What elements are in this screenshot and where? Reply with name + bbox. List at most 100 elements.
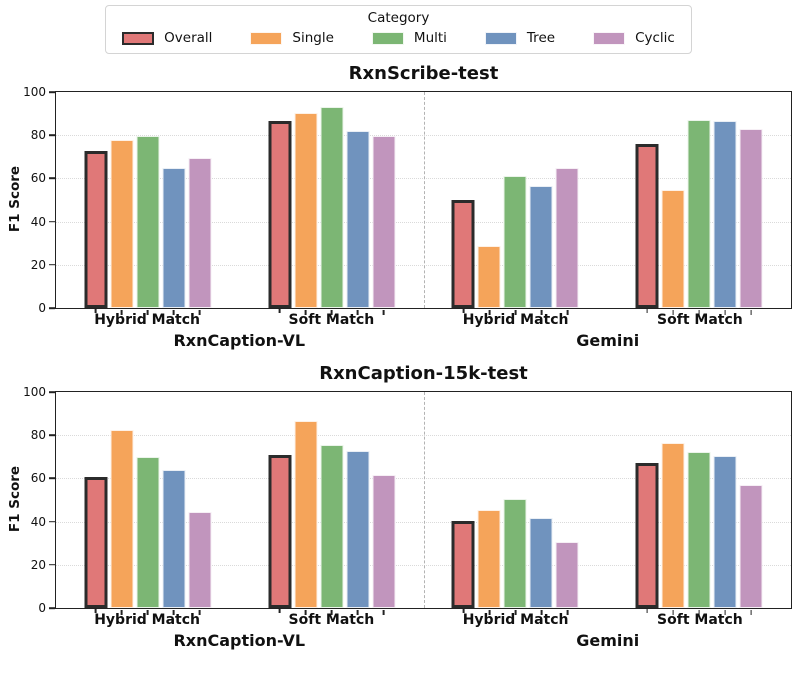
y-tick-mark-80 [49, 134, 55, 136]
x-tick-mark [356, 310, 359, 315]
model-label-rxncaption-vl: RxnCaption-VL [173, 331, 306, 350]
legend-swatch-cyclic [593, 31, 626, 45]
bar-overall [635, 463, 659, 613]
x-tick-mark [698, 310, 701, 315]
y-tick-label-60: 60 [30, 171, 46, 186]
bar-cyclic [739, 484, 763, 615]
y-tick-label-60: 60 [30, 471, 46, 486]
x-tick-mark [120, 310, 123, 315]
bar-overall [84, 151, 108, 313]
x-tick-mark [672, 310, 675, 315]
x-tick-labels: Hybrid Match Soft Match Hybrid Match Soft M… [55, 309, 792, 330]
y-tick-label-80: 80 [30, 128, 46, 143]
x-tick-mark [304, 310, 307, 315]
plot-area: 0 20 40 60 80 100 [23, 385, 792, 615]
legend-label: Single [292, 30, 334, 46]
bar-multi [136, 456, 160, 615]
y-tick-mark-20 [49, 564, 55, 566]
bar-single [477, 246, 501, 315]
y-tick-mark-100 [49, 391, 55, 393]
bar-multi [320, 107, 344, 315]
model-labels: RxnCaption-VL Gemini [55, 630, 792, 654]
chart-rxnscribe-test: RxnScribe-test F1 Score 0 20 40 60 80 100 Hyb… [0, 63, 797, 354]
legend-entries: Overall Single Multi Tree Cyclic [122, 30, 675, 46]
chart-title: RxnScribe-test [348, 63, 499, 84]
legend-entry-single: Single [250, 30, 334, 46]
y-tick-mark-40 [49, 220, 55, 223]
bar-single [294, 112, 318, 315]
bar-single [110, 429, 134, 615]
y-tick-mark-60 [49, 477, 55, 480]
x-tick-mark [146, 610, 149, 615]
bar-tree [713, 455, 737, 615]
bar-cluster [84, 92, 212, 315]
bar-overall [84, 477, 108, 613]
legend: Category Overall Single Multi Tree Cyclic [0, 0, 797, 54]
x-tick-mark [330, 610, 333, 615]
legend-swatch-multi [371, 31, 404, 45]
x-tick-mark [278, 308, 281, 313]
x-tick-mark [672, 610, 675, 615]
x-tick-mark [540, 610, 543, 615]
x-tick-label: Hybrid Match [94, 612, 201, 628]
x-tick-mark [698, 610, 701, 615]
y-tick-label-100: 100 [23, 85, 46, 99]
bar-single [661, 190, 685, 315]
x-tick-mark [278, 608, 281, 613]
x-tick-mark [462, 608, 465, 613]
y-axis-label: F1 Score [7, 465, 23, 533]
x-tick-mark [304, 610, 307, 615]
y-tick-label-40: 40 [30, 514, 46, 529]
x-tick-mark [356, 610, 359, 615]
bar-overall [268, 121, 292, 313]
bar-multi [503, 498, 527, 615]
legend-label: Multi [413, 30, 447, 46]
model-label-gemini: Gemini [576, 331, 640, 350]
x-tick-label: Hybrid Match [94, 312, 201, 328]
x-tick-label: Hybrid Match [462, 312, 569, 328]
bar-cluster [635, 92, 763, 315]
y-tick-label-20: 20 [30, 257, 46, 272]
x-tick-mark [172, 610, 175, 615]
y-tick-mark-20 [49, 264, 55, 266]
bar-cyclic [372, 136, 396, 315]
bar-cluster [451, 392, 579, 615]
x-tick-mark [382, 610, 385, 615]
x-tick-mark [94, 308, 97, 313]
bar-tree [529, 518, 553, 615]
y-tick-label-40: 40 [30, 214, 46, 229]
x-tick-label: Soft Match [288, 612, 375, 628]
y-tick-mark-60 [49, 177, 55, 180]
x-tick-mark [514, 610, 517, 615]
x-tick-mark [566, 610, 569, 615]
legend-swatch-overall [122, 31, 155, 45]
x-tick-mark [462, 308, 465, 313]
chart-body: F1 Score 0 20 40 60 80 100 Hybrid Match Soft M… [0, 385, 797, 654]
y-tick-mark-0 [49, 607, 55, 609]
x-tick-mark [146, 310, 149, 315]
x-tick-mark [514, 310, 517, 315]
bar-multi [687, 452, 711, 615]
x-tick-mark [382, 310, 385, 315]
legend-entry-multi: Multi [371, 30, 447, 46]
x-tick-label: Soft Match [288, 312, 375, 328]
x-tick-mark [172, 310, 175, 315]
y-tick-label-20: 20 [30, 557, 46, 572]
y-tick-label-0: 0 [38, 601, 46, 615]
x-tick-labels: Hybrid Match Soft Match Hybrid Match Soft M… [55, 609, 792, 630]
x-tick-mark [540, 310, 543, 315]
x-tick-label: Soft Match [657, 612, 743, 628]
x-tick-mark [724, 310, 727, 315]
bar-multi [503, 176, 527, 315]
y-tick-mark-40 [49, 520, 55, 523]
bar-cluster [268, 392, 396, 615]
bar-cluster [635, 392, 763, 615]
x-tick-mark [120, 610, 123, 615]
x-tick-mark [566, 310, 569, 315]
legend-label: Tree [526, 30, 556, 46]
bar-tree [346, 130, 370, 315]
bar-single [294, 421, 318, 615]
x-tick-mark [330, 310, 333, 315]
bar-single [110, 139, 134, 315]
legend-entry-tree: Tree [484, 30, 556, 46]
